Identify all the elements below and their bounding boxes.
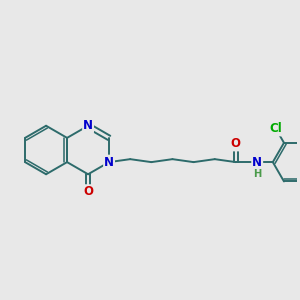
Text: N: N — [252, 156, 262, 169]
Text: O: O — [83, 185, 93, 198]
Text: N: N — [104, 156, 114, 169]
Text: H: H — [253, 169, 261, 179]
Text: O: O — [231, 137, 241, 150]
Text: N: N — [83, 119, 93, 132]
Text: Cl: Cl — [270, 122, 282, 135]
